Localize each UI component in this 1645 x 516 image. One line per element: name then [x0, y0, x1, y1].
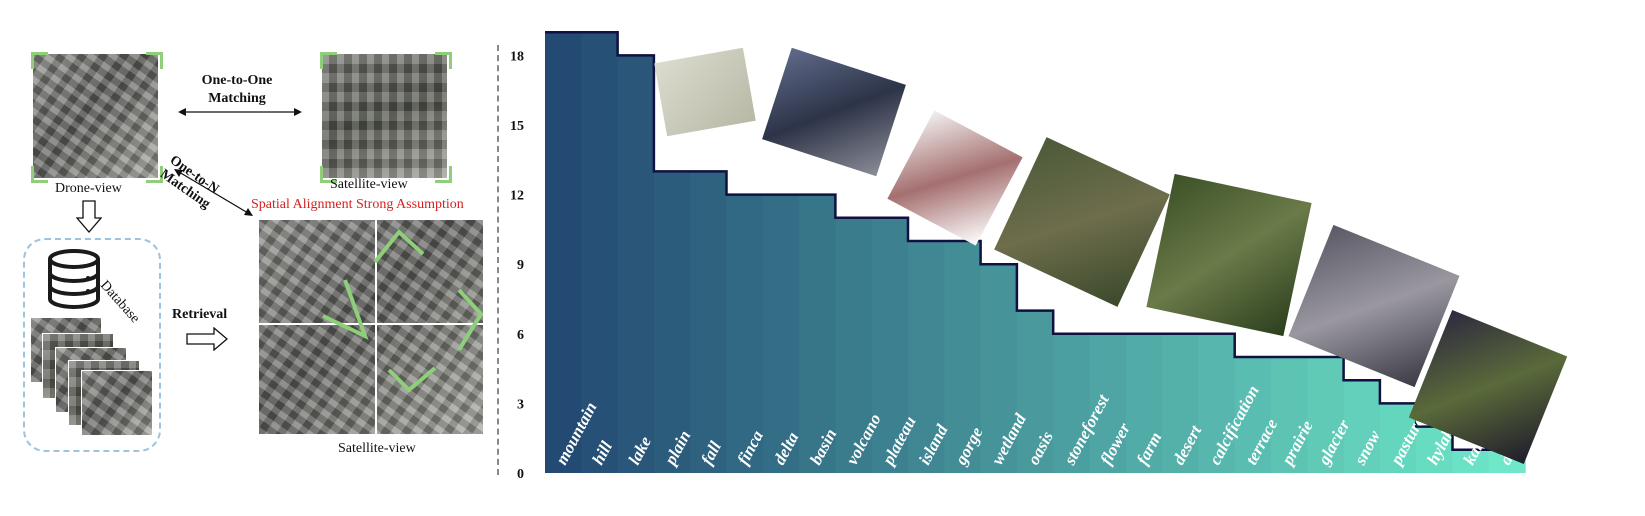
panel-divider: [497, 45, 499, 475]
bar: [1234, 357, 1272, 473]
bar: [1198, 333, 1236, 473]
bar: [1452, 449, 1490, 473]
one-to-one-arrow: [178, 108, 302, 116]
database-box: [23, 238, 161, 452]
bar: [799, 194, 836, 473]
bar: [1307, 357, 1345, 473]
retrieval-label: Retrieval: [172, 307, 228, 322]
retrieval-arrow: [186, 327, 228, 351]
landscape-photo: [994, 137, 1170, 307]
landscape-photo: [762, 47, 906, 177]
bar: [762, 194, 800, 473]
y-tick-label: 18: [510, 49, 524, 64]
bar: [545, 32, 582, 473]
drone-view-label: Drone-view: [55, 181, 122, 196]
satellite-grid-image: [259, 220, 483, 434]
bar: [1416, 426, 1454, 473]
landscape-photo: [1408, 309, 1568, 465]
satellite-view-label-top: Satellite-view: [330, 177, 408, 192]
one-to-one-label: One-to-One Matching: [201, 73, 273, 106]
y-tick-label: 0: [517, 467, 524, 482]
assumption-label: Spatial Alignment Strong Assumption: [251, 197, 464, 212]
bar: [581, 32, 619, 473]
bar: [871, 217, 909, 473]
landscape-thumbnails: [654, 47, 1568, 465]
satellite-view-image-top: [322, 54, 447, 178]
bar-outline: [545, 30, 1526, 452]
bar: [726, 194, 764, 473]
y-tick-label: 12: [510, 189, 524, 204]
satellite-view-label-bottom: Satellite-view: [338, 441, 416, 456]
landscape-photo: [654, 47, 756, 137]
bar: [1125, 333, 1163, 473]
y-tick-label: 6: [517, 328, 524, 343]
bar: [980, 264, 1018, 473]
down-arrow: [76, 200, 102, 233]
bar: [653, 171, 691, 473]
database-icon: [48, 249, 100, 309]
bar: [908, 241, 945, 473]
bar: [835, 217, 873, 473]
bar: [1271, 357, 1308, 473]
bar: [1016, 310, 1054, 473]
drone-view-image: [33, 54, 158, 178]
landscape-photo: [1288, 224, 1460, 388]
y-tick-label: 3: [517, 397, 524, 412]
one-to-n-arrow: [174, 169, 253, 216]
landscape-photo: [1146, 173, 1312, 337]
bar: [1089, 333, 1127, 473]
bar: [1343, 380, 1381, 473]
landscape-photo: [887, 110, 1023, 246]
bar: [690, 171, 728, 473]
bar: [1162, 333, 1199, 473]
satellite-grid-overlay: [259, 220, 483, 434]
y-tick-label: 9: [517, 258, 524, 273]
bar: [1053, 333, 1091, 473]
bar: [944, 241, 982, 473]
y-tick-label: 15: [510, 119, 524, 134]
bar: [617, 55, 655, 474]
